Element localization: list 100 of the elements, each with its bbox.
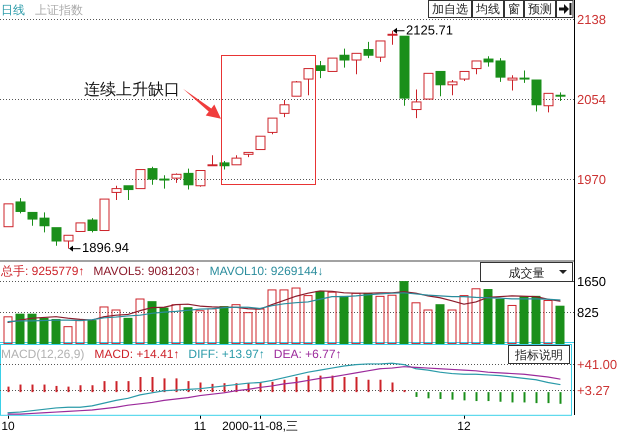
bar — [352, 292, 360, 344]
bar — [128, 381, 130, 392]
bar — [232, 304, 240, 344]
candlestick — [352, 52, 362, 75]
annotation: 成交量 — [508, 266, 544, 280]
bar — [524, 392, 526, 402]
candlestick — [28, 212, 38, 226]
y-tick-label: +41.00 — [577, 357, 618, 372]
bar — [176, 378, 178, 392]
bar — [220, 306, 228, 344]
bar — [184, 307, 192, 344]
bar — [560, 392, 562, 404]
bar — [376, 296, 384, 344]
candlestick — [208, 154, 218, 166]
bar — [76, 320, 84, 344]
bar — [244, 312, 252, 344]
bar — [392, 382, 394, 392]
candlestick — [328, 58, 338, 72]
bar — [56, 386, 58, 392]
candlestick — [544, 92, 554, 113]
bar — [4, 316, 12, 344]
bar — [148, 301, 156, 344]
bar — [68, 386, 70, 392]
y-tick-label: +3.27 — [577, 383, 610, 398]
bar — [320, 376, 322, 392]
bar — [268, 289, 276, 344]
x-tick-label: 10 — [1, 418, 16, 433]
bar — [92, 385, 94, 392]
chart-subtitle: 上证指数 — [35, 3, 83, 17]
bar — [512, 392, 514, 402]
bar — [412, 302, 420, 344]
bar — [316, 290, 324, 344]
text: 总手: 9255779↑ — [0, 264, 84, 278]
bar — [328, 292, 336, 344]
bar — [332, 376, 334, 392]
candlestick — [472, 60, 482, 75]
y-tick-label: 1970 — [577, 172, 606, 187]
bar — [308, 376, 310, 392]
bar — [508, 304, 516, 344]
annotation: 预测 — [528, 2, 552, 16]
bar — [40, 318, 48, 344]
bar — [16, 314, 24, 344]
bar — [152, 376, 154, 392]
candlestick — [376, 40, 386, 62]
candlestick — [304, 68, 314, 96]
bar — [344, 376, 346, 392]
bar — [496, 298, 504, 344]
bar — [556, 306, 564, 344]
bar — [340, 296, 348, 344]
bar — [52, 318, 60, 344]
y-tick-label: 1650 — [577, 274, 606, 289]
bar — [136, 298, 144, 344]
candlestick — [136, 169, 146, 190]
bar — [400, 281, 408, 344]
bar — [304, 295, 312, 344]
bar — [172, 304, 180, 344]
candlestick — [124, 185, 134, 201]
candlestick — [100, 198, 110, 232]
candlestick — [400, 36, 410, 106]
bar — [532, 296, 540, 344]
x-tick-label: 12 — [457, 418, 471, 433]
y-tick-label: 2138 — [577, 12, 606, 27]
series-label: MAVOL10: 9269144↓ — [210, 264, 324, 278]
candlestick — [64, 234, 74, 250]
annotation: 均线 — [475, 2, 500, 16]
bar — [428, 392, 430, 398]
bar — [124, 318, 132, 344]
series-label: DIFF: +13.97↑ — [188, 347, 265, 361]
candlestick — [112, 185, 122, 201]
series-label: DEA: +6.77↑ — [274, 347, 342, 361]
bar — [20, 384, 22, 392]
bar — [292, 288, 300, 344]
candlestick — [520, 70, 530, 84]
bar — [548, 392, 550, 404]
text: MAVOL5: 9081203↑ — [93, 264, 201, 278]
candlestick — [364, 41, 374, 59]
x-tick-label: 11 — [194, 418, 207, 433]
bar — [28, 314, 36, 344]
bar — [520, 296, 528, 344]
bar — [8, 386, 10, 392]
bar — [488, 392, 490, 402]
bar — [476, 392, 478, 402]
bar — [448, 310, 456, 344]
bar — [32, 384, 34, 392]
candlestick — [496, 58, 506, 82]
bar — [356, 376, 358, 392]
candlestick — [424, 72, 434, 100]
bar — [296, 376, 298, 392]
y-tick-label: 2054 — [577, 92, 606, 107]
chart-title: MACD(12,26,9) — [1, 347, 84, 361]
candlestick — [436, 70, 446, 97]
chart-title: 日线 — [1, 3, 25, 17]
bar — [112, 310, 120, 344]
bar — [460, 295, 468, 344]
y-tick-label: 825 — [577, 305, 599, 320]
bar — [500, 392, 502, 402]
bar — [44, 384, 46, 392]
bar — [364, 293, 372, 344]
bar — [80, 385, 82, 392]
bar — [436, 304, 444, 344]
